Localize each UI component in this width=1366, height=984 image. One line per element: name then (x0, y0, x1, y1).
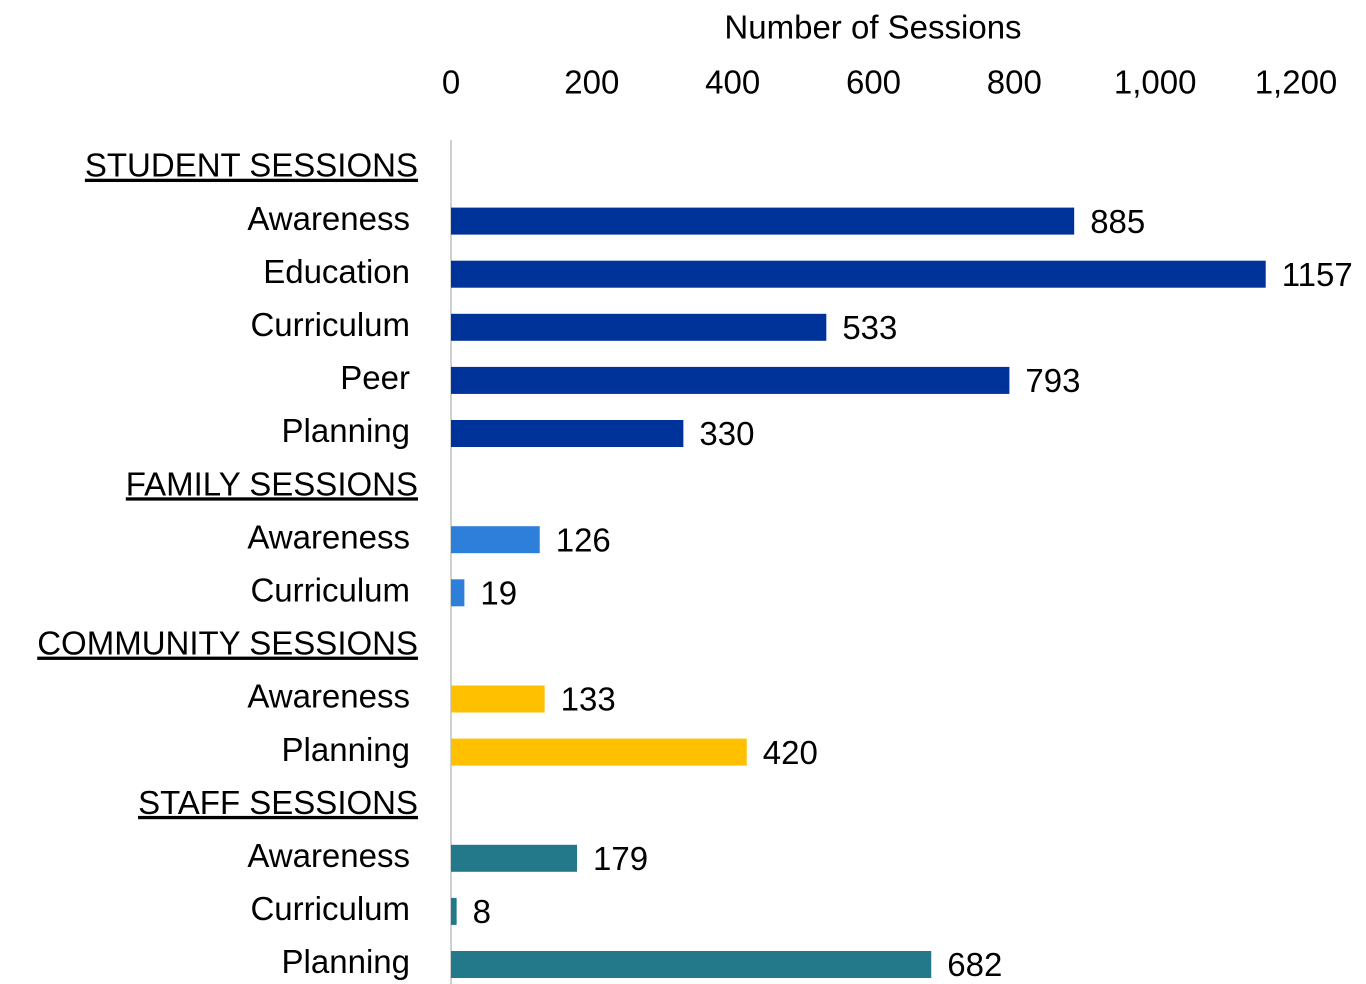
x-tick-label: 800 (987, 64, 1042, 101)
y-tick-label: Curriculum (250, 572, 410, 609)
group-header: COMMUNITY SESSIONS (37, 625, 418, 662)
data-label: 793 (1025, 362, 1080, 399)
data-label: 330 (699, 415, 754, 452)
x-tick-label: 200 (564, 64, 619, 101)
x-tick-label: 1,000 (1114, 64, 1197, 101)
axis-title: Number of Sessions (724, 9, 1021, 46)
y-tick-label: Awareness (247, 678, 410, 715)
y-tick-label: Curriculum (250, 890, 410, 927)
bar (451, 897, 457, 925)
data-label: 420 (763, 734, 818, 771)
y-tick-label: Planning (282, 731, 410, 768)
y-tick-label: Peer (340, 359, 410, 396)
data-label: 1157 (1282, 256, 1353, 293)
y-tick-label: Awareness (247, 200, 410, 237)
bar (451, 844, 578, 872)
x-tick-label: 1,200 (1255, 64, 1338, 101)
data-label: 533 (842, 309, 897, 346)
group-header: FAMILY SESSIONS (126, 465, 418, 502)
bar (451, 579, 465, 607)
x-tick-label: 600 (846, 64, 901, 101)
data-label: 133 (561, 681, 616, 718)
bar (451, 313, 827, 341)
y-tick-label: Education (263, 253, 410, 290)
y-tick-label: Planning (282, 412, 410, 449)
bar (451, 420, 684, 447)
data-label: 126 (556, 521, 611, 558)
data-label: 19 (480, 575, 517, 612)
group-header: STUDENT SESSIONS (85, 147, 418, 184)
bar (451, 685, 545, 713)
data-label: 8 (473, 893, 491, 930)
y-tick-label: Awareness (247, 518, 410, 555)
bar (451, 207, 1075, 235)
y-tick-label: Planning (282, 943, 410, 980)
bar (451, 951, 932, 978)
group-header: STAFF SESSIONS (138, 784, 418, 821)
bar (451, 526, 540, 554)
y-tick-label: Curriculum (250, 306, 410, 343)
bar (451, 738, 747, 766)
data-label: 179 (593, 840, 648, 877)
data-label: 885 (1090, 203, 1145, 240)
bar (451, 260, 1266, 288)
x-tick-label: 0 (442, 64, 460, 101)
x-tick-label: 400 (705, 64, 760, 101)
bar (451, 366, 1010, 394)
y-tick-label: Awareness (247, 837, 410, 874)
data-label: 682 (947, 946, 1002, 983)
